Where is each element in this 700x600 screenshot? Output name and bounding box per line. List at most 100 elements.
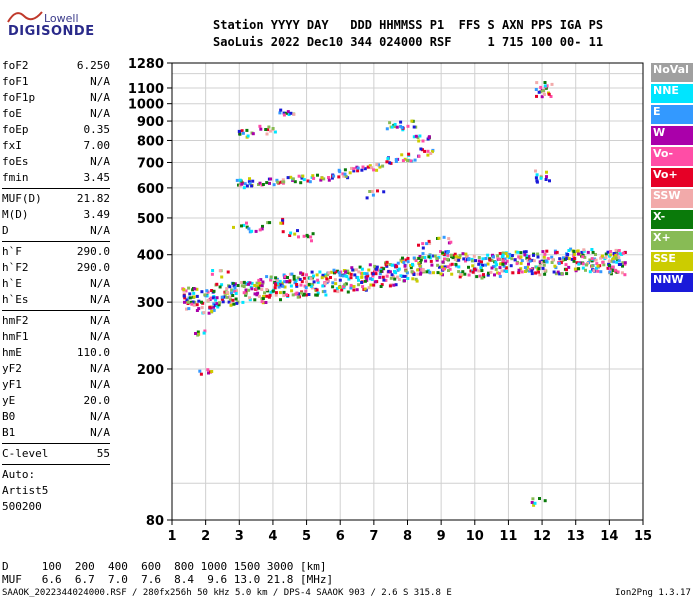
x-tick-label: 7 [369, 529, 378, 544]
echo-point [233, 282, 237, 286]
echo-point [309, 284, 313, 288]
echo-point [416, 268, 420, 272]
echo-point [425, 270, 429, 274]
echo-point [244, 292, 248, 296]
echo-point [269, 278, 273, 282]
echo-point [375, 265, 379, 269]
param-row: MUF(D) 21.82 [2, 191, 110, 207]
echo-point [210, 272, 214, 276]
echo-point [229, 303, 233, 307]
x-tick-label: 9 [437, 529, 446, 544]
echo-point [565, 257, 569, 260]
echo-point [306, 235, 310, 239]
echo-point [612, 256, 616, 260]
echo-point [327, 271, 331, 275]
echo-point [580, 250, 584, 254]
echo-point [372, 168, 376, 172]
param-name: foEs [2, 155, 29, 168]
echo-point [410, 119, 414, 123]
param-separator [2, 241, 110, 242]
echo-point [596, 264, 600, 268]
echo-point [614, 256, 618, 260]
echo-point [341, 172, 345, 176]
echo-point [378, 272, 382, 276]
echo-point [356, 166, 360, 170]
legend-item: Vo- [651, 147, 693, 166]
echo-point [236, 284, 240, 287]
echo-point [215, 303, 219, 307]
echo-point [363, 167, 367, 171]
echo-point [577, 252, 580, 256]
echo-point [253, 292, 257, 296]
echo-point [418, 261, 422, 264]
echo-point [545, 175, 548, 179]
echo-point [452, 254, 455, 258]
echo-point [267, 125, 271, 129]
legend-item: E [651, 105, 693, 124]
echo-point [540, 261, 544, 264]
echo-point [448, 267, 452, 271]
y-tick-label: 700 [137, 156, 164, 171]
echo-point [522, 250, 526, 254]
echo-point [419, 258, 423, 262]
echo-point [406, 159, 410, 163]
echo-point [392, 275, 395, 279]
echo-point [594, 253, 597, 256]
echo-point [232, 284, 236, 288]
echo-point [220, 275, 224, 279]
echo-point [275, 178, 279, 182]
echo-point [437, 236, 441, 240]
echo-point [376, 189, 379, 193]
echo-point [394, 271, 398, 275]
param-row: yF2 N/A [2, 361, 110, 377]
echo-point [623, 273, 627, 277]
echo-point [258, 228, 262, 232]
echo-point [261, 280, 265, 284]
echo-point [185, 307, 188, 311]
echo-point [327, 176, 330, 179]
echo-point [322, 177, 326, 181]
echo-point [543, 81, 547, 84]
echo-point [200, 290, 204, 294]
echo-point [539, 85, 543, 89]
echo-point [496, 254, 500, 258]
echo-point [349, 276, 353, 280]
echo-point [274, 291, 278, 295]
echo-point [590, 248, 594, 251]
echo-point [202, 331, 206, 335]
echo-point [517, 271, 521, 275]
echo-point [564, 263, 568, 267]
echo-point [617, 249, 621, 252]
x-tick-label: 8 [403, 529, 412, 544]
echo-point [276, 283, 280, 287]
y-tick-label: 600 [137, 182, 164, 197]
echo-point [259, 127, 263, 131]
echo-point [415, 279, 419, 283]
param-value: 110.0 [76, 346, 110, 359]
param-value: N/A [90, 224, 110, 237]
echo-point [454, 254, 458, 258]
echo-point [202, 311, 206, 315]
echo-point [258, 181, 262, 185]
echo-point [283, 285, 287, 289]
echo-point [439, 272, 443, 276]
echo-point [336, 290, 340, 294]
echo-point [542, 263, 546, 267]
echo-point [502, 269, 506, 273]
legend-item: W [651, 126, 693, 145]
param-name: fxI [2, 139, 22, 152]
x-tick-label: 12 [533, 529, 551, 544]
echo-point [370, 278, 374, 281]
echo-point [253, 284, 257, 287]
echo-point [297, 174, 301, 178]
echo-point [534, 271, 538, 275]
param-name: MUF(D) [2, 192, 42, 205]
echo-point [467, 273, 471, 277]
x-tick-label: 10 [466, 529, 484, 544]
echo-point [429, 259, 433, 263]
y-tick-label: 300 [137, 296, 164, 311]
param-name: foEp [2, 123, 29, 136]
echo-point [380, 266, 384, 270]
echo-point [553, 249, 557, 253]
echo-point [242, 280, 246, 284]
